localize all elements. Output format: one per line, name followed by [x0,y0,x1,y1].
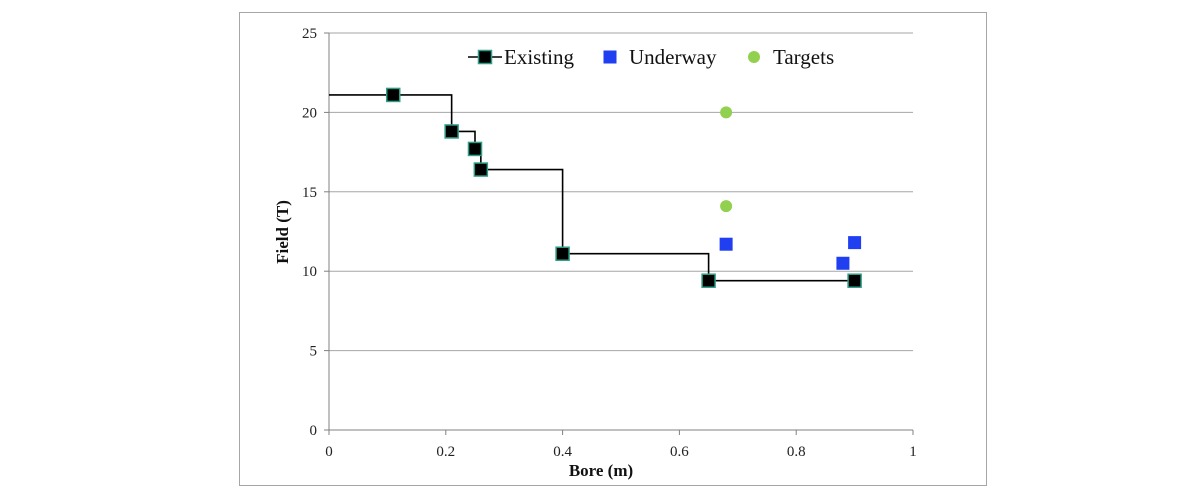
existing-point [385,87,401,103]
legend-targets-marker [748,51,760,63]
plot-area [329,87,862,288]
underway-point [836,256,850,270]
y-tick-label: 25 [302,26,317,42]
underway-point [719,237,733,251]
y-tick-label: 20 [302,105,317,121]
y-tick-label: 5 [310,344,318,360]
existing-point [444,124,459,139]
legend-existing-marker [477,49,493,65]
legend-existing-label: Existing [504,45,575,69]
tick-labels: 0 5 10 15 20 25 0 0.2 0.4 0.6 0.8 1 [302,26,917,460]
x-tick-label: 0.6 [670,444,689,460]
chart-frame [239,12,987,486]
existing-point [701,273,716,288]
x-tick-label: 0.4 [553,444,572,460]
existing-step-line [329,94,855,282]
x-axis-title: Bore (m) [569,461,633,480]
y-tick-label: 15 [302,185,317,201]
axes [324,32,914,435]
y-axis-title: Field (T) [273,200,292,264]
legend-underway-marker [603,50,617,64]
x-tick-label: 0 [325,444,333,460]
x-tick-label: 1 [909,444,917,460]
x-tick-label: 0.2 [436,444,455,460]
underway-point [848,236,862,250]
existing-point [467,141,483,157]
existing-point [555,246,570,261]
y-tick-label: 0 [310,423,318,439]
targets-point [720,200,733,213]
legend-targets-label: Targets [773,45,834,69]
legend: Existing Underway Targets [468,45,834,69]
x-tick-label: 0.8 [787,444,806,460]
gridlines [329,32,913,352]
y-tick-label: 10 [302,264,317,280]
legend-underway-label: Underway [629,45,717,69]
existing-point [847,273,862,288]
existing-point [473,162,489,177]
targets-point [720,106,733,119]
